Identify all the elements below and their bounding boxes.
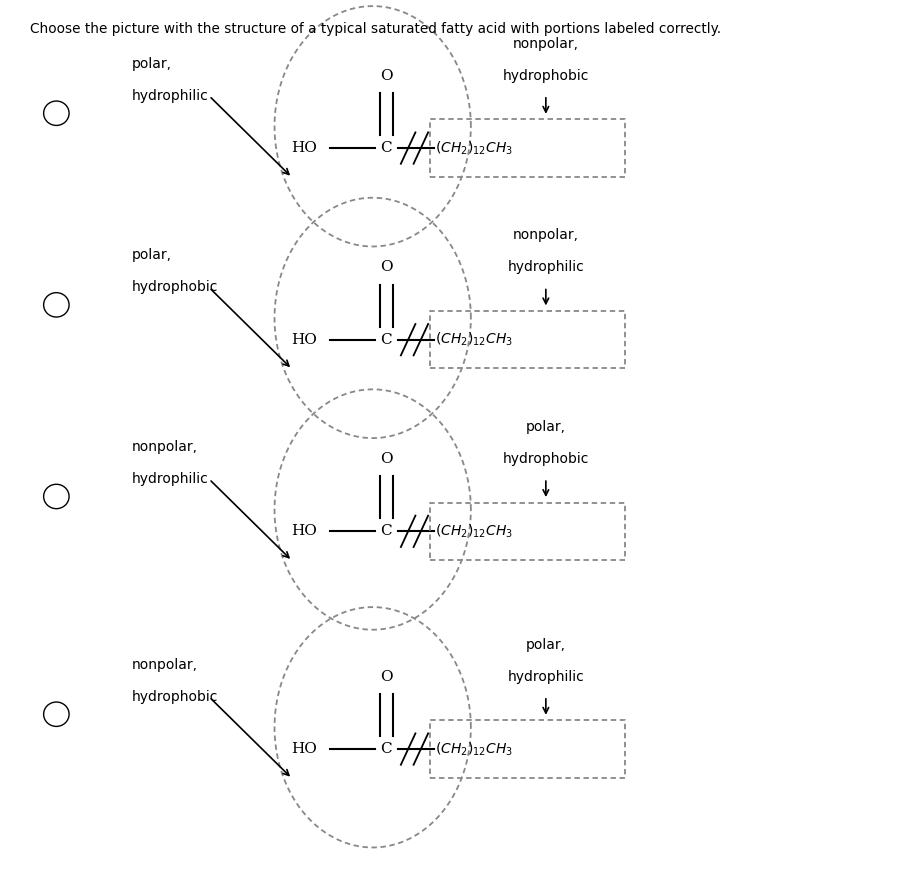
Text: Choose the picture with the structure of a typical saturated fatty acid with por: Choose the picture with the structure of… [30,22,721,36]
Text: O: O [380,260,393,274]
Text: hydrophilic: hydrophilic [507,670,584,684]
Text: nonpolar,: nonpolar, [132,658,198,672]
Text: nonpolar,: nonpolar, [132,440,198,454]
Text: nonpolar,: nonpolar, [513,37,579,51]
Text: $(CH_2)_{12}CH_3$: $(CH_2)_{12}CH_3$ [435,139,514,157]
Text: HO: HO [292,333,317,347]
Text: hydrophobic: hydrophobic [503,69,589,83]
Text: polar,: polar, [132,248,172,262]
Text: O: O [380,670,393,684]
Text: HO: HO [292,524,317,538]
Text: HO: HO [292,742,317,756]
Text: HO: HO [292,141,317,155]
Text: O: O [380,452,393,466]
Text: C: C [381,742,392,756]
Text: C: C [381,141,392,155]
Text: polar,: polar, [525,638,566,652]
Text: polar,: polar, [525,420,566,434]
Text: hydrophobic: hydrophobic [503,452,589,466]
Text: polar,: polar, [132,57,172,71]
Text: hydrophilic: hydrophilic [132,472,208,486]
Text: O: O [380,69,393,83]
Text: C: C [381,524,392,538]
Text: nonpolar,: nonpolar, [513,228,579,242]
Text: $(CH_2)_{12}CH_3$: $(CH_2)_{12}CH_3$ [435,523,514,540]
Text: hydrophilic: hydrophilic [507,260,584,274]
Text: $(CH_2)_{12}CH_3$: $(CH_2)_{12}CH_3$ [435,740,514,758]
Text: $(CH_2)_{12}CH_3$: $(CH_2)_{12}CH_3$ [435,331,514,348]
Text: hydrophobic: hydrophobic [132,690,218,704]
Text: C: C [381,333,392,347]
Text: hydrophilic: hydrophilic [132,89,208,103]
Text: hydrophobic: hydrophobic [132,280,218,294]
